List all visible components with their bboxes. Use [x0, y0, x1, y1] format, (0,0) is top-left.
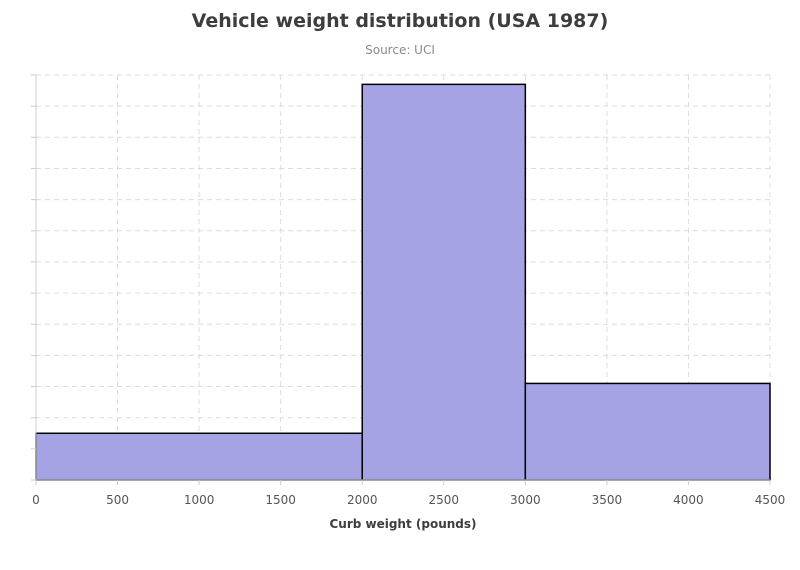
histogram-bar	[361, 83, 527, 481]
x-tick-label: 1500	[265, 493, 296, 507]
x-tick-label: 3500	[592, 493, 623, 507]
axes	[31, 74, 771, 485]
bars	[35, 83, 771, 481]
x-tick-labels: 0 500 1000 1500 2000 2500 3000 3500 4000 4500	[32, 493, 785, 507]
chart-title: Vehicle weight distribution (USA 1987)	[191, 10, 609, 32]
x-tick-label: 2000	[347, 493, 378, 507]
histogram-bar	[35, 432, 363, 481]
x-tick-label: 2500	[429, 493, 460, 507]
x-tick-label: 4000	[673, 493, 704, 507]
histogram-bar	[524, 382, 771, 481]
x-axis-label: Curb weight (pounds)	[329, 517, 476, 531]
x-tick-label: 1000	[184, 493, 215, 507]
x-tick-label: 0	[32, 493, 40, 507]
x-tick-label: 500	[106, 493, 129, 507]
x-tick-label: 4500	[755, 493, 786, 507]
chart-subtitle: Source: UCI	[365, 43, 435, 57]
x-tick-label: 3000	[510, 493, 541, 507]
